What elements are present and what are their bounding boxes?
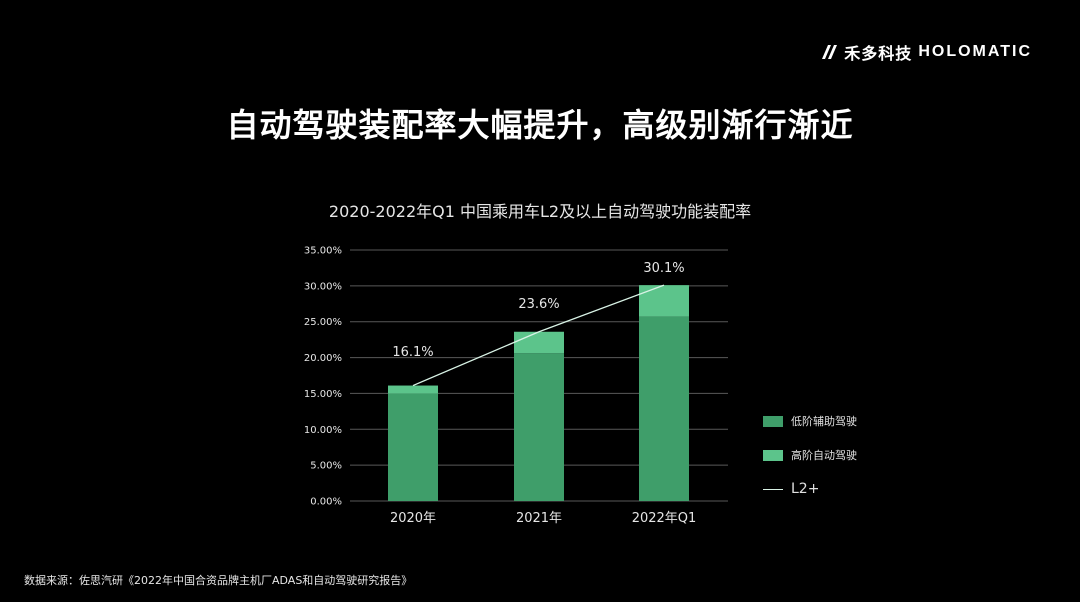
legend-line-swatch bbox=[763, 488, 783, 490]
brand-name-cn: 禾多科技 bbox=[844, 44, 913, 63]
y-tick-label: 25.00% bbox=[304, 317, 342, 328]
bar-low bbox=[514, 353, 564, 501]
legend-label-line: L2+ bbox=[791, 481, 820, 497]
x-tick-label: 2021年 bbox=[516, 511, 562, 526]
data-label: 30.1% bbox=[643, 261, 684, 276]
legend-label-low: 低阶辅助驾驶 bbox=[791, 415, 857, 428]
legend-swatch-low bbox=[763, 415, 783, 427]
y-tick-label: 10.00% bbox=[304, 425, 342, 436]
series-line-l2plus bbox=[412, 284, 665, 387]
x-tick-label: 2020年 bbox=[390, 511, 436, 526]
chart-legend: 低阶辅助驾驶 高阶自动驾驶 L2+ bbox=[763, 412, 857, 514]
data-label: 16.1% bbox=[392, 345, 433, 360]
legend-item-low: 低阶辅助驾驶 bbox=[763, 412, 857, 430]
data-label: 23.6% bbox=[518, 297, 559, 312]
chart-title: 2020-2022年Q1 中国乘用车L2及以上自动驾驶功能装配率 bbox=[328, 202, 752, 221]
page-headline: 自动驾驶装配率大幅提升，高级别渐行渐近 bbox=[226, 106, 854, 144]
bar-high bbox=[639, 285, 689, 317]
brand-logo-group: 禾多科技 HOLOMATIC bbox=[820, 40, 1032, 64]
y-tick-label: 35.00% bbox=[304, 246, 342, 257]
brand-name-en: HOLOMATIC bbox=[918, 43, 1032, 60]
y-tick-label: 5.00% bbox=[310, 461, 342, 472]
bar-low bbox=[388, 393, 438, 501]
y-tick-label: 30.00% bbox=[304, 281, 342, 292]
holomatic-logo-icon bbox=[822, 45, 838, 59]
bar-low bbox=[639, 316, 689, 501]
y-tick-label: 20.00% bbox=[304, 353, 342, 364]
legend-swatch-high bbox=[763, 449, 783, 461]
y-tick-label: 0.00% bbox=[310, 497, 342, 508]
bar-high bbox=[514, 331, 564, 354]
legend-item-line: L2+ bbox=[763, 480, 857, 498]
y-tick-label: 15.00% bbox=[304, 389, 342, 400]
x-tick-label: 2022年Q1 bbox=[632, 511, 697, 526]
bar-high bbox=[388, 385, 438, 394]
data-source-note: 数据来源：佐思汽研《2022年中国合资品牌主机厂ADAS和自动驾驶研究报告》 bbox=[24, 574, 413, 587]
legend-label-high: 高阶自动驾驶 bbox=[791, 449, 857, 462]
legend-item-high: 高阶自动驾驶 bbox=[763, 446, 857, 464]
